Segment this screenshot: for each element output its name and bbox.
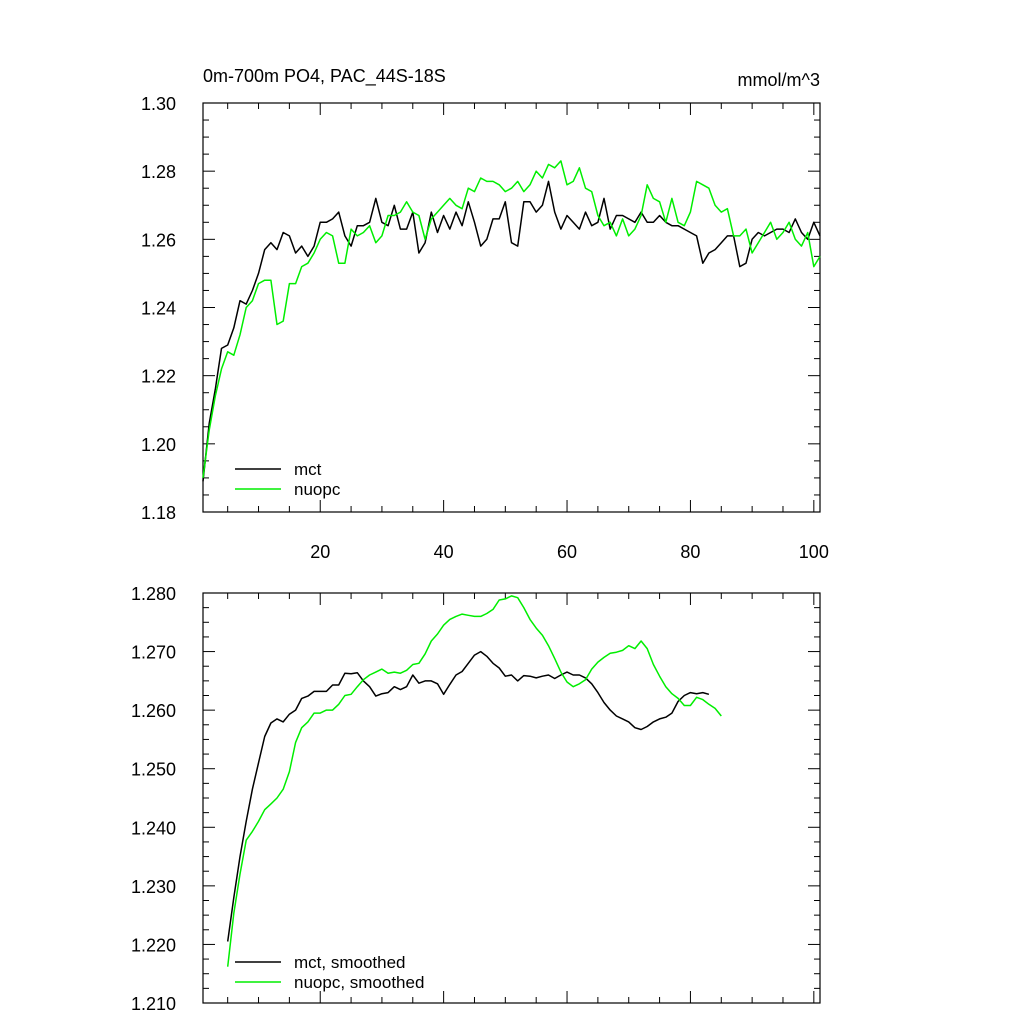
series-line-nuopc bbox=[202, 160, 821, 478]
x-tick-label: 60 bbox=[557, 542, 577, 562]
y-tick-label: 1.270 bbox=[131, 643, 176, 663]
top-panel: 0m-700m PO4, PAC_44S-18S mmol/m^3 20 40 60… bbox=[141, 66, 829, 562]
legend-label-nuopc: nuopc bbox=[294, 480, 341, 499]
y-tick-label: 1.28 bbox=[141, 162, 176, 182]
x-tick-label: 40 bbox=[434, 542, 454, 562]
x-tick-label: 100 bbox=[799, 542, 829, 562]
bottom-legend: mct, smoothed nuopc, smoothed bbox=[235, 953, 424, 992]
bottom-panel: 1.210 1.220 1.230 1.240 1.250 1.260 1.270 1.280… bbox=[131, 584, 821, 1014]
bottom-series-lines bbox=[226, 595, 722, 967]
top-series-lines bbox=[202, 160, 821, 482]
y-tick-label: 1.24 bbox=[141, 299, 176, 319]
y-tick-label: 1.230 bbox=[131, 877, 176, 897]
bottom-axis-ticks bbox=[203, 592, 820, 1004]
y-tick-label: 1.280 bbox=[131, 584, 176, 604]
y-tick-label: 1.18 bbox=[141, 503, 176, 523]
series-line-nuopc-smoothed bbox=[226, 595, 722, 967]
legend-label-mct-smoothed: mct, smoothed bbox=[294, 953, 406, 972]
bottom-plot-frame bbox=[202, 592, 821, 1004]
y-tick-label: 1.250 bbox=[131, 760, 176, 780]
top-legend: mct nuopc bbox=[235, 460, 341, 499]
y-tick-label: 1.220 bbox=[131, 935, 176, 955]
x-tick-label: 80 bbox=[680, 542, 700, 562]
top-panel-units: mmol/m^3 bbox=[738, 70, 820, 90]
top-axis-labels: 20 40 60 80 100 1.18 1.20 1.22 1.24 1.26 1.28 1.30 bbox=[141, 94, 829, 562]
y-tick-label: 1.20 bbox=[141, 435, 176, 455]
y-tick-label: 1.240 bbox=[131, 818, 176, 838]
x-tick-label: 20 bbox=[310, 542, 330, 562]
legend-label-mct: mct bbox=[294, 460, 322, 479]
series-line-mct-smoothed bbox=[226, 650, 710, 942]
y-tick-label: 1.30 bbox=[141, 94, 176, 114]
y-tick-label: 1.22 bbox=[141, 367, 176, 387]
y-tick-label: 1.26 bbox=[141, 230, 176, 250]
top-panel-title: 0m-700m PO4, PAC_44S-18S bbox=[203, 66, 446, 87]
series-line-mct bbox=[202, 180, 821, 482]
y-tick-label: 1.210 bbox=[131, 994, 176, 1014]
top-plot-frame bbox=[202, 102, 821, 513]
bottom-axis-labels: 1.210 1.220 1.230 1.240 1.250 1.260 1.270 1.280 bbox=[131, 584, 176, 1014]
legend-label-nuopc-smoothed: nuopc, smoothed bbox=[294, 973, 424, 992]
y-tick-label: 1.260 bbox=[131, 701, 176, 721]
top-axis-ticks bbox=[203, 102, 820, 513]
